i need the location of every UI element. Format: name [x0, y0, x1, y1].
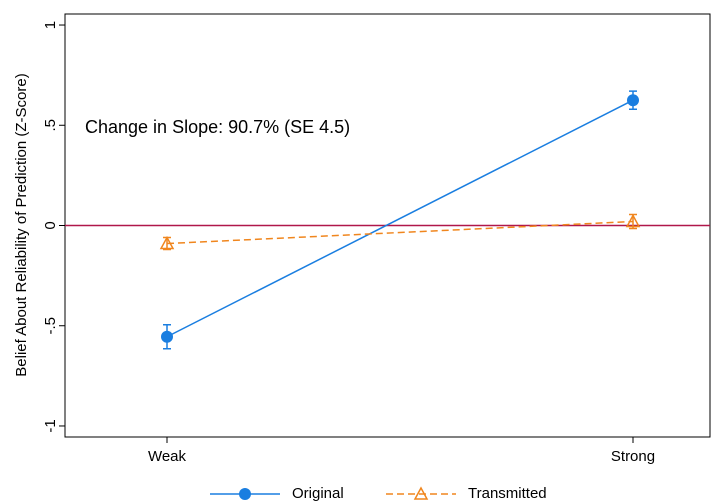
y-tick-label: 1: [42, 21, 59, 29]
series-line: [166, 220, 634, 245]
series-line: [166, 99, 634, 338]
data-point: [627, 94, 639, 107]
legend-label: Transmitted: [468, 485, 547, 502]
x-tick-label: Strong: [611, 448, 655, 465]
data-point: [161, 330, 173, 343]
legend-marker: [413, 486, 429, 500]
data-point: [159, 235, 175, 250]
y-tick-label: -.5: [42, 317, 59, 335]
legend-label: Original: [292, 485, 344, 502]
y-tick-label: 0: [42, 221, 59, 229]
legend-marker: [239, 488, 251, 500]
y-axis-label: Belief About Reliability of Prediction (…: [13, 73, 30, 376]
annotation: Change in Slope: 90.7% (SE 4.5): [85, 117, 350, 137]
x-tick-label: Weak: [148, 448, 187, 465]
data-point: [625, 213, 641, 228]
y-tick-label: -1: [42, 419, 59, 432]
y-tick-label: .5: [42, 119, 59, 132]
